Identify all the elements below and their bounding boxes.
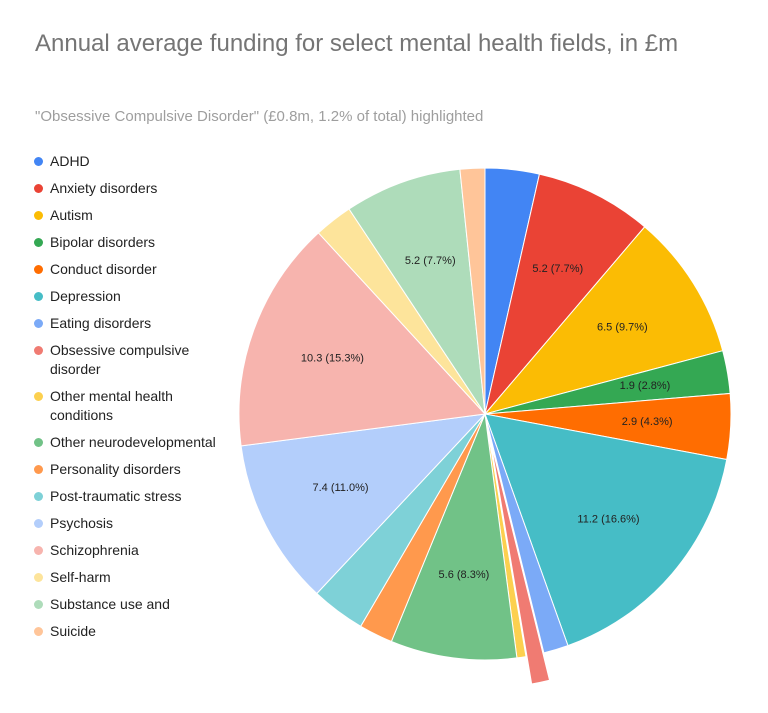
legend-label: Eating disorders xyxy=(50,315,152,331)
legend-swatch xyxy=(34,627,43,636)
legend-label: Depression xyxy=(50,288,121,304)
legend-swatch xyxy=(34,184,43,193)
data-label: 5.2 (7.7%) xyxy=(405,255,456,267)
legend-swatch xyxy=(34,519,43,528)
pie-slice xyxy=(348,168,486,415)
pie-slice xyxy=(484,173,646,415)
chart-subtitle: "Obsessive Compulsive Disorder" (£0.8m, … xyxy=(35,108,484,125)
pie-slice xyxy=(390,412,518,661)
data-label: 5.2 (7.7%) xyxy=(532,263,583,275)
legend-item: Eating disorders xyxy=(34,314,219,333)
data-label: 10.3 (15.3%) xyxy=(301,352,364,364)
pie-slice xyxy=(238,232,487,447)
legend-swatch xyxy=(34,292,43,301)
legend-swatch xyxy=(34,392,43,401)
legend-label: Anxiety disorders xyxy=(50,180,158,196)
legend-item: Substance use and xyxy=(34,595,219,614)
legend-item: Self-harm xyxy=(34,568,219,587)
legend-swatch xyxy=(34,238,43,247)
data-label: 11.2 (16.6%) xyxy=(577,513,639,525)
legend-label: Schizophrenia xyxy=(50,542,139,558)
legend: ADHD Anxiety disorders Autism Bipolar disor… xyxy=(34,152,219,649)
data-label: 6.5 (9.7%) xyxy=(597,321,648,333)
legend-item: Other neurodevelopmental xyxy=(34,433,219,452)
legend-swatch xyxy=(34,438,43,447)
legend-label: Conduct disorder xyxy=(50,261,157,277)
legend-item: Bipolar disorders xyxy=(34,233,219,252)
legend-item: Psychosis xyxy=(34,514,219,533)
legend-label: Self-harm xyxy=(50,569,111,585)
legend-label: Bipolar disorders xyxy=(50,234,156,250)
legend-item: Autism xyxy=(34,206,219,225)
pie-slice xyxy=(484,413,728,647)
legend-swatch xyxy=(34,211,43,220)
legend-swatch xyxy=(34,346,43,355)
legend-label: Psychosis xyxy=(50,515,114,531)
legend-item: Post-traumatic stress xyxy=(34,487,219,506)
legend-item: Conduct disorder xyxy=(34,260,219,279)
legend-label: ADHD xyxy=(50,153,90,169)
legend-label: Autism xyxy=(50,207,93,223)
data-label: 7.4 (11.0%) xyxy=(313,482,369,494)
legend-swatch xyxy=(34,573,43,582)
legend-swatch xyxy=(34,265,43,274)
legend-item: Personality disorders xyxy=(34,460,219,479)
data-label: 5.6 (8.3%) xyxy=(439,569,490,581)
legend-item: Other mental health conditions xyxy=(34,387,219,425)
chart-title: Annual average funding for select mental… xyxy=(35,30,679,57)
data-label: 1.9 (2.8%) xyxy=(620,380,671,392)
legend-item: Schizophrenia xyxy=(34,541,219,560)
legend-swatch xyxy=(34,546,43,555)
legend-swatch xyxy=(34,465,43,474)
legend-label: Other neurodevelopmental xyxy=(50,434,216,450)
legend-item: ADHD xyxy=(34,152,219,171)
legend-item: Suicide xyxy=(34,622,219,641)
pie-slice xyxy=(483,226,724,415)
pie-slice xyxy=(484,413,569,654)
pie-slice xyxy=(459,167,486,415)
legend-item: Obsessive compulsive disorder xyxy=(34,341,219,379)
legend-item: Anxiety disorders xyxy=(34,179,219,198)
legend-item: Depression xyxy=(34,287,219,306)
legend-swatch xyxy=(34,600,43,609)
legend-label: Substance use and xyxy=(50,596,170,612)
legend-swatch xyxy=(34,157,43,166)
legend-swatch xyxy=(34,319,43,328)
legend-label: Post-traumatic stress xyxy=(50,488,182,504)
legend-swatch xyxy=(34,492,43,501)
data-label: 2.9 (4.3%) xyxy=(622,416,673,428)
pie-slice xyxy=(490,441,551,685)
legend-label: Other mental health conditions xyxy=(50,388,173,423)
legend-label: Personality disorders xyxy=(50,461,181,477)
legend-label: Suicide xyxy=(50,623,96,639)
legend-label: Obsessive compulsive disorder xyxy=(50,342,190,377)
pie-slice xyxy=(240,413,487,595)
